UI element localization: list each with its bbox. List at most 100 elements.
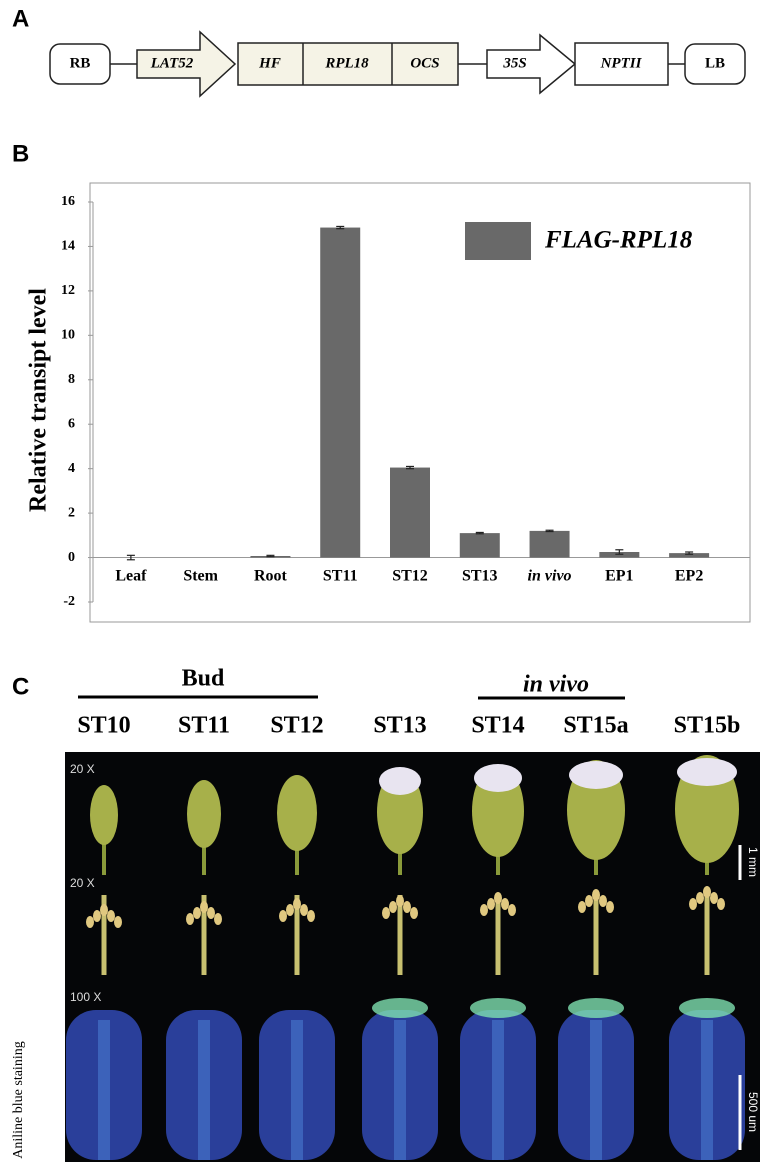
- row-label-box: Aniline blue staining: [11, 1041, 26, 1159]
- bar: [320, 227, 361, 558]
- row-label: Aniline blue staining: [11, 1041, 26, 1159]
- pistil-core: [492, 1020, 504, 1160]
- anther: [606, 901, 614, 913]
- y-tick-label: 14: [61, 239, 75, 254]
- error-bar: [615, 549, 624, 555]
- scale-label: 1 mm: [746, 847, 760, 877]
- pistil-core: [701, 1020, 713, 1160]
- anther: [107, 910, 115, 922]
- stage-label: ST15a: [563, 713, 628, 739]
- photos: [66, 755, 745, 1160]
- anther: [389, 901, 397, 913]
- element-label: LB: [705, 55, 725, 71]
- y-tick-label: 6: [68, 416, 75, 431]
- y-tick-label: 2: [68, 505, 75, 520]
- anther: [696, 892, 704, 904]
- element-label: HF: [258, 55, 281, 71]
- error-bar: [336, 225, 345, 230]
- petal: [677, 758, 737, 786]
- anther: [717, 898, 725, 910]
- anther: [599, 895, 607, 907]
- pistil-core: [98, 1020, 110, 1160]
- pistil-core: [394, 1020, 406, 1160]
- stage-label: ST13: [373, 713, 426, 739]
- y-tick-label: -2: [63, 594, 75, 609]
- pollen: [470, 998, 526, 1018]
- anther: [93, 910, 101, 922]
- y-tick-label: 10: [61, 328, 75, 343]
- bud: [277, 775, 317, 851]
- pollen: [568, 998, 624, 1018]
- panel-label: C: [12, 673, 29, 700]
- stage-label: ST10: [77, 713, 130, 739]
- x-tick-label: EP2: [675, 568, 703, 585]
- x-tick-label: ST13: [462, 568, 498, 585]
- bar: [669, 553, 710, 558]
- error-bar: [475, 531, 484, 535]
- pollen: [679, 998, 735, 1018]
- bar: [390, 467, 430, 558]
- chart-frame: [89, 182, 751, 623]
- element-label: LAT52: [150, 55, 194, 71]
- anther: [300, 904, 308, 916]
- bud: [187, 780, 221, 848]
- anther: [585, 895, 593, 907]
- anther: [100, 904, 108, 916]
- scale-label: 500 um: [746, 1092, 760, 1132]
- panel-label: B: [12, 140, 29, 167]
- anther: [279, 910, 287, 922]
- anther: [193, 907, 201, 919]
- anther: [480, 904, 488, 916]
- legend-swatch: [465, 222, 531, 260]
- petal: [379, 767, 421, 795]
- anther: [508, 904, 516, 916]
- error-bar: [266, 554, 275, 558]
- group-label: in vivo: [523, 672, 589, 698]
- petal: [474, 764, 522, 792]
- bud: [90, 785, 118, 845]
- pistil-core: [590, 1020, 602, 1160]
- error-bar: [685, 551, 694, 555]
- stage-label: ST14: [471, 713, 524, 739]
- anther: [307, 910, 315, 922]
- y-axis-label: Relative transipt level: [26, 288, 52, 512]
- anther: [214, 913, 222, 925]
- anther: [382, 907, 390, 919]
- anther: [578, 901, 586, 913]
- element-label: NPTII: [600, 55, 643, 71]
- anther: [501, 898, 509, 910]
- element-label: RPL18: [324, 55, 369, 71]
- anther: [207, 907, 215, 919]
- element-label: RB: [70, 55, 91, 71]
- pistil-core: [291, 1020, 303, 1160]
- anther: [86, 916, 94, 928]
- magnification: 20 X: [70, 876, 95, 890]
- stage-label: ST11: [178, 713, 230, 739]
- magnification: 20 X: [70, 762, 95, 776]
- error-bar: [406, 465, 414, 470]
- pollen: [372, 998, 428, 1018]
- x-tick-label: Stem: [183, 568, 218, 585]
- y-tick-label: 8: [68, 372, 75, 387]
- anther: [286, 904, 294, 916]
- anther: [494, 892, 502, 904]
- magnification: 100 X: [70, 990, 101, 1004]
- anther: [186, 913, 194, 925]
- anther: [200, 901, 208, 913]
- anther: [689, 898, 697, 910]
- element-label: 35S: [502, 55, 526, 71]
- x-tick-label: Leaf: [115, 568, 147, 585]
- anther: [114, 916, 122, 928]
- error-bar: [545, 529, 554, 533]
- anther: [703, 886, 711, 898]
- y-tick-label: 12: [61, 283, 75, 298]
- x-tick-label: ST11: [323, 568, 358, 585]
- bar: [459, 533, 500, 558]
- plot: -2 0 2 4 6 8 10 12 14 16 Leaf Stem Root ST11 ST12 ST13 i…: [61, 194, 750, 609]
- petal: [569, 761, 623, 789]
- bar: [529, 530, 570, 558]
- pistil-core: [198, 1020, 210, 1160]
- y-tick-label: 0: [68, 550, 75, 565]
- y-tick-label: 4: [68, 461, 75, 476]
- anther: [487, 898, 495, 910]
